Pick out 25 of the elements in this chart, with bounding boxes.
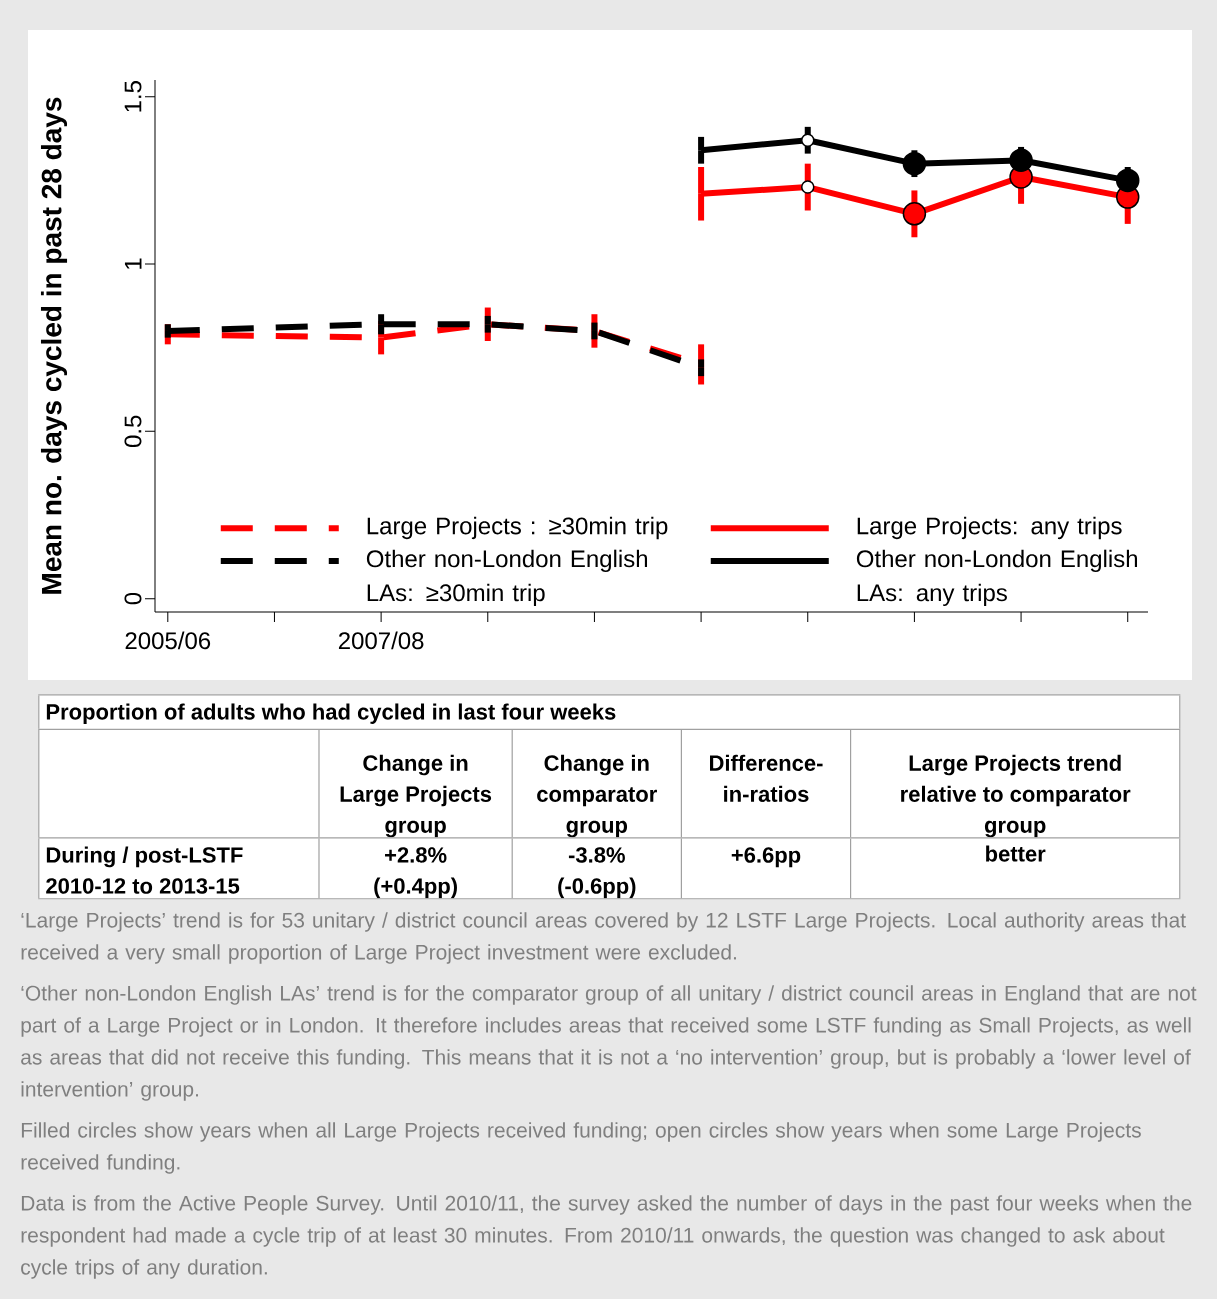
text: Change in comparator group	[537, 754, 657, 838]
y-tick-label: 1.5	[124, 81, 142, 112]
x-tick-label: 2005/06	[125, 631, 211, 650]
legend-label: Large Projects : ≥30min trip	[367, 516, 668, 540]
legend-label: Large Projects: any trips	[857, 516, 1122, 540]
text: -3.8% (-0.6pp)	[558, 847, 636, 899]
text: +2.8% (+0.4pp)	[374, 847, 457, 899]
text: Difference-in-ratios	[710, 754, 823, 802]
y-tick-label: 1	[124, 258, 142, 269]
text: During / post-LSTF 2010-12 to 2013-15	[46, 846, 243, 894]
legend-label: Other non-London English LAs: any trips	[856, 549, 1138, 607]
x-tick-label: 2007/08	[338, 631, 424, 650]
text: ‘Large Projects’ trend is for 53 unitary / district council areas covered by 12 LSTF Large Projects. Local authority areas that received a very small proportion of Large Project investment were excluded.	[21, 912, 1186, 964]
y-tick-label: 0	[124, 592, 142, 605]
text: Large Projects trend relative to comparator group	[901, 754, 1131, 838]
text: better	[986, 845, 1046, 862]
y-tick-label: 0.5	[124, 415, 142, 448]
y-axis-title: Mean no. days cycled in past 28 days	[40, 97, 68, 594]
text: +6.6pp	[731, 847, 801, 868]
text: Data is from the Active People Survey. Until 2010/11, the survey asked the number of days in the past four weeks when the respondent had made a cycle trip of at least 30 minutes. From 2010/11 onwards, the question was changed to ask about cycle trips of any duration.	[21, 1195, 1192, 1279]
text: Proportion of adults who had cycled in last four weeks	[46, 703, 616, 724]
text: ‘Other non-London English LAs’ trend is for the comparator group of all unitary / district council areas in England that are not part of a Large Project or in London. It therefore includes areas that received some LSTF funding as Small Projects, as well as areas that did not receive this funding. This means that it is not a ‘no intervention’ group, but is probably a ‘lower level of intervention’ group.	[21, 985, 1197, 1101]
legend-label: Other non-London English LAs: ≥30min trip	[366, 549, 648, 607]
text: Change in Large Projects group	[340, 754, 492, 838]
text: Filled circles show years when all Large Projects received funding; open circles show years when some Large Projects received funding.	[21, 1122, 1141, 1174]
